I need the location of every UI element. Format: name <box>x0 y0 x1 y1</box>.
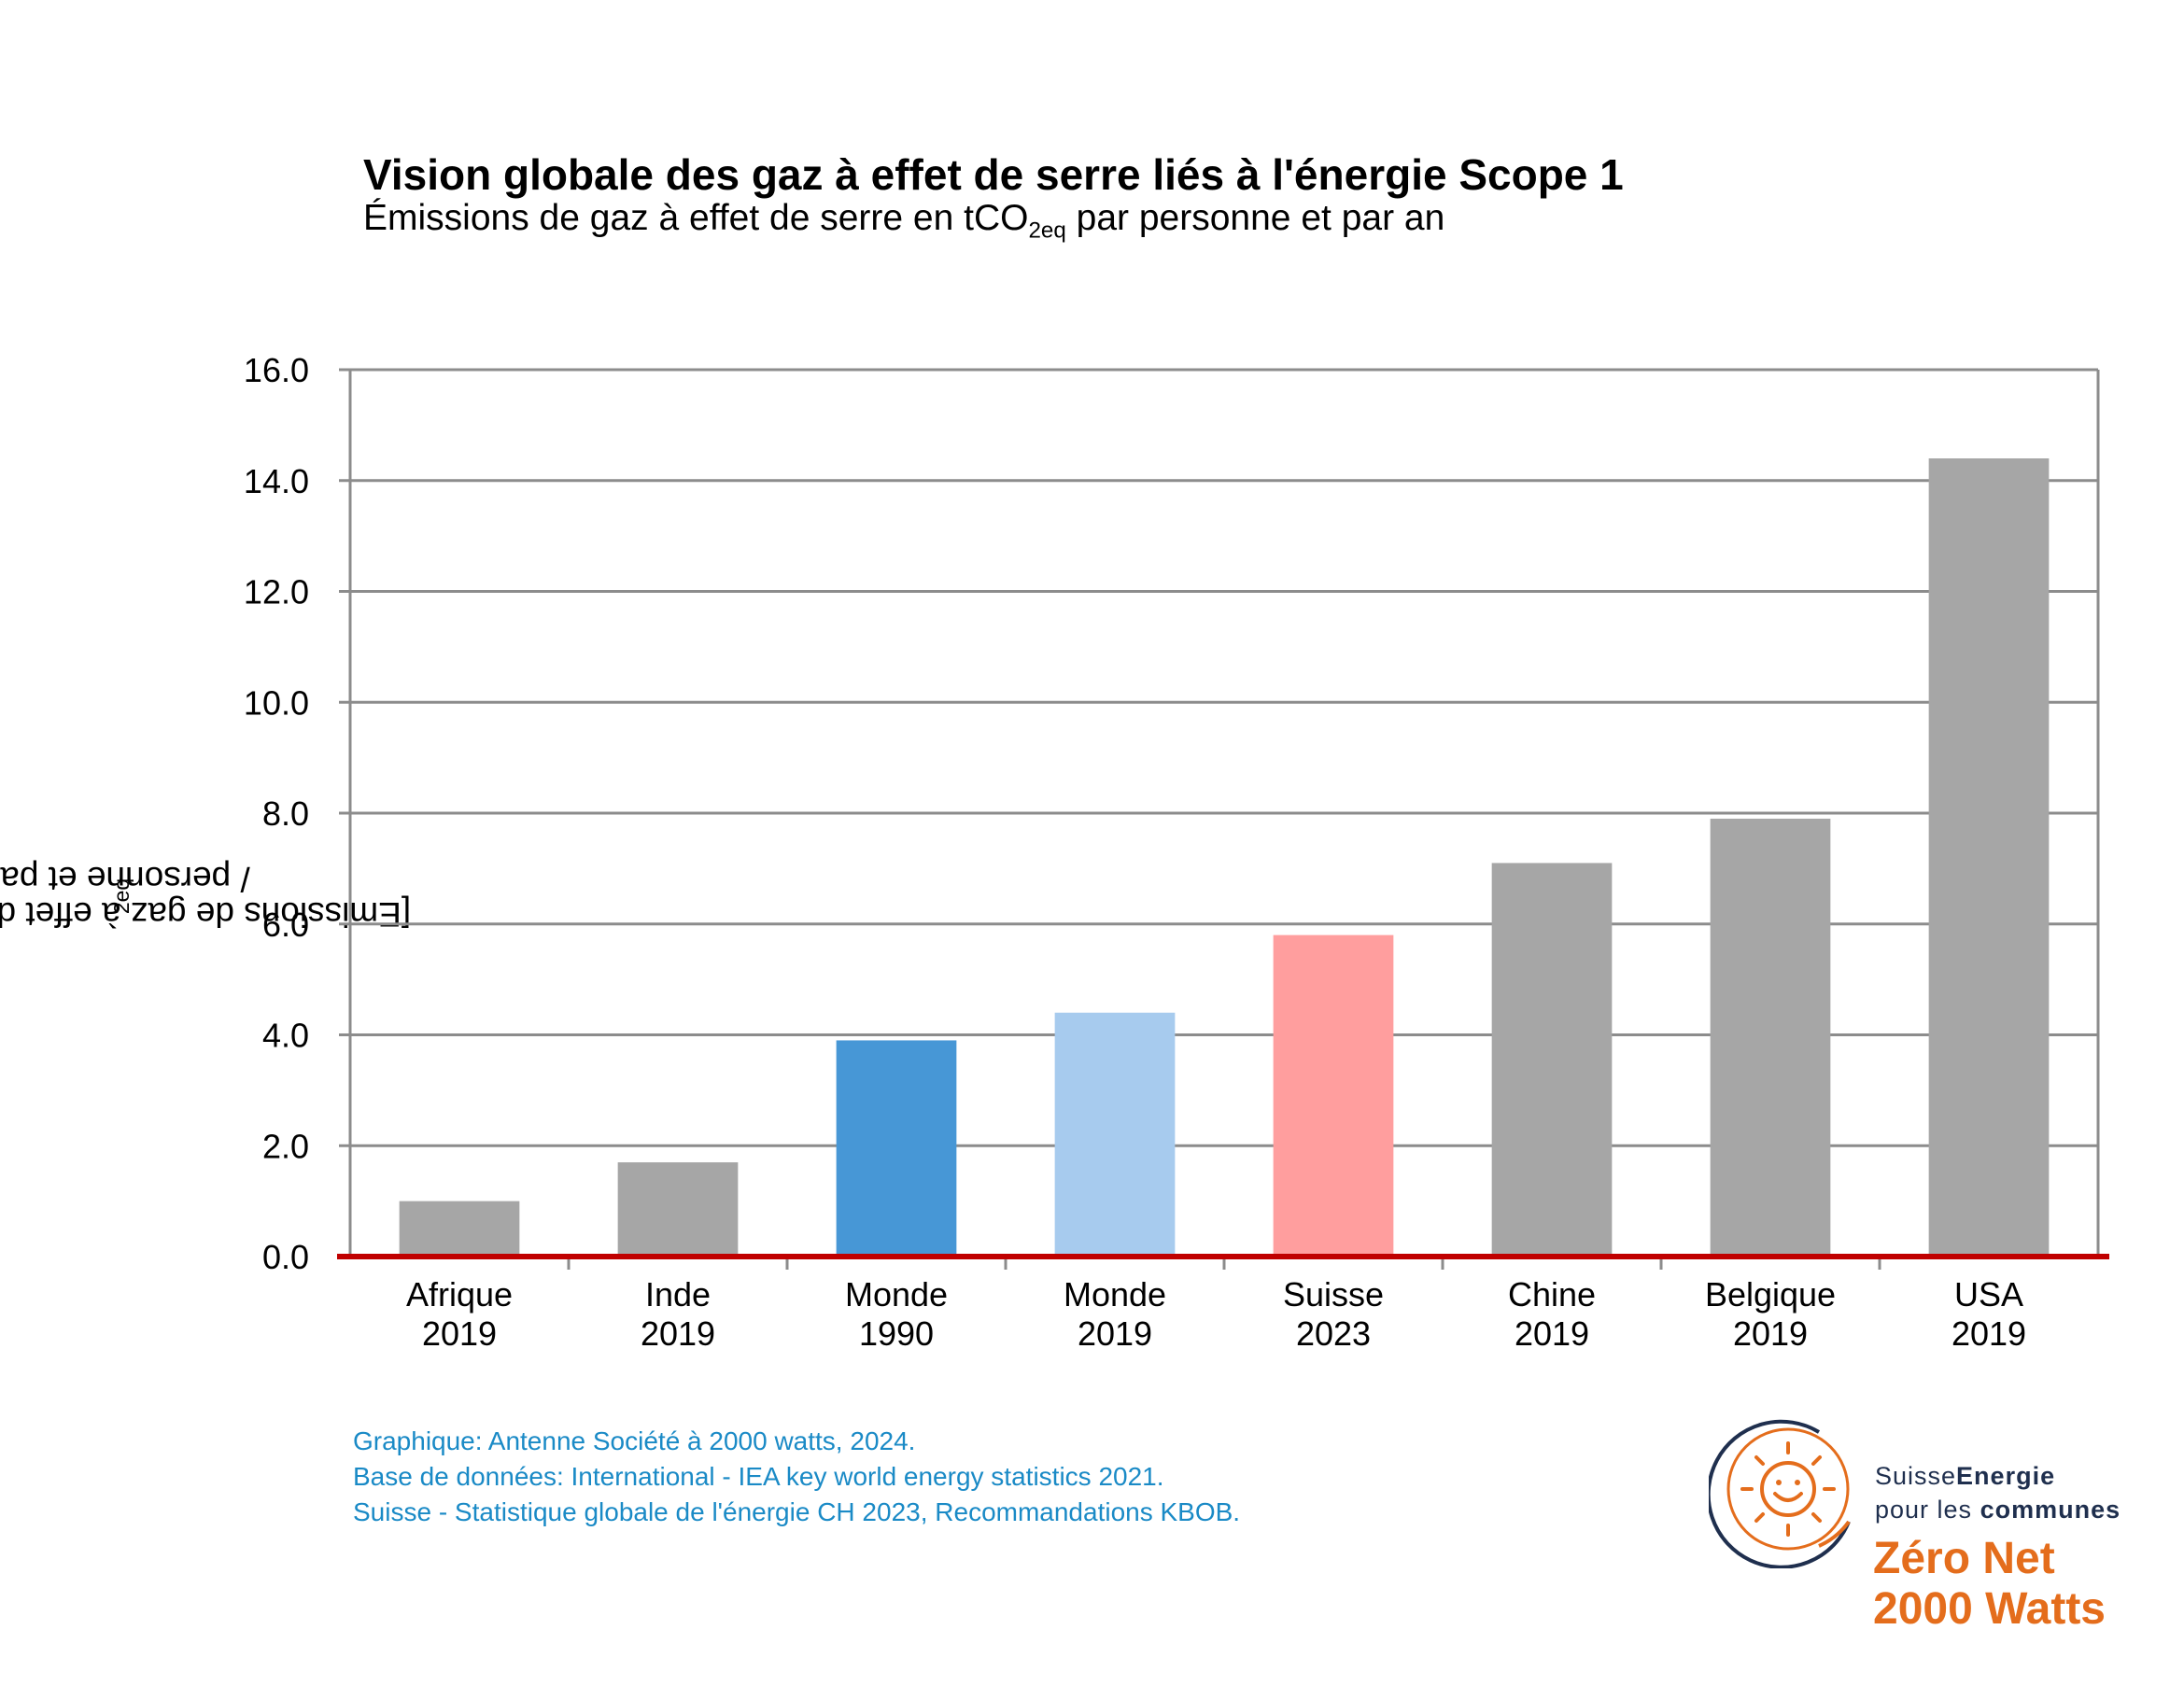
logo-org-name: SuisseEnergie <box>1875 1462 2056 1490</box>
x-tick-year-monde-2019: 2019 <box>1078 1314 1152 1353</box>
y-tick-label-12.0: 12.0 <box>244 573 309 611</box>
x-tick-label-monde-2019: Monde <box>1064 1275 1166 1314</box>
x-tick-label-suisse-2023: Suisse <box>1283 1275 1384 1314</box>
logo-program-line1: Zéro Net <box>1873 1534 2055 1583</box>
source-note: Graphique: Antenne Société à 2000 watts,… <box>353 1424 1240 1530</box>
x-tick-label-afrique-2019: Afrique <box>406 1275 513 1314</box>
x-tick-label-belgique-2019: Belgique <box>1705 1275 1836 1314</box>
bars <box>399 458 2050 1257</box>
x-tick-label-usa-2019: USA <box>1954 1275 2023 1314</box>
bar-chine-2019 <box>1491 863 1613 1257</box>
x-tick-year-monde-1990: 1990 <box>859 1314 934 1353</box>
bar-monde-2019 <box>1054 1012 1176 1257</box>
y-tick-label-6.0: 6.0 <box>262 906 309 944</box>
logo-zero-net-2000-watts: SuisseEnergie pour les communes Zéro Net… <box>1709 1410 2157 1643</box>
bar-suisse-2023 <box>1273 934 1394 1257</box>
bar-monde-1990 <box>836 1040 957 1257</box>
source-line-database: Base de données: International - IEA key… <box>353 1462 1164 1491</box>
logo-program-line2: 2000 Watts <box>1873 1584 2106 1634</box>
x-tick-year-suisse-2023: 2023 <box>1296 1314 1371 1353</box>
y-tick-label-10.0: 10.0 <box>244 683 309 722</box>
logo-org-subline: pour les communes <box>1875 1496 2121 1524</box>
x-tick-label-chine-2019: Chine <box>1508 1275 1596 1314</box>
x-tick-label-monde-1990: Monde <box>845 1275 948 1314</box>
y-tick-label-16.0: 16.0 <box>244 351 309 389</box>
x-tick-label-inde-2019: Inde <box>645 1275 711 1314</box>
x-tick-year-afrique-2019: 2019 <box>422 1314 497 1353</box>
source-line-suisse: Suisse - Statistique globale de l'énergi… <box>353 1497 1241 1526</box>
y-tick-label-4.0: 4.0 <box>262 1017 309 1055</box>
source-line-graphique: Graphique: Antenne Société à 2000 watts,… <box>353 1426 916 1455</box>
bar-belgique-2019 <box>1710 818 1831 1257</box>
chart-subtitle: Émissions de gaz à effet de serre en tCO… <box>363 198 1445 244</box>
x-tick-year-usa-2019: 2019 <box>1952 1314 2026 1353</box>
x-tick-year-chine-2019: 2019 <box>1515 1314 1589 1353</box>
bar-afrique-2019 <box>399 1201 520 1257</box>
labels: 0.02.04.06.08.010.012.014.016.0Afrique20… <box>244 351 2026 1353</box>
x-tick-year-belgique-2019: 2019 <box>1733 1314 1808 1353</box>
sun-smile-icon <box>1709 1419 1851 1568</box>
axes <box>337 368 2109 1270</box>
y-tick-label-14.0: 14.0 <box>244 462 309 500</box>
bar-inde-2019 <box>617 1162 739 1257</box>
bar-usa-2019 <box>1928 458 2050 1257</box>
chart-title: Vision globale des gaz à effet de serre … <box>363 150 1624 199</box>
y-tick-label-8.0: 8.0 <box>262 794 309 833</box>
y-tick-label-0.0: 0.0 <box>262 1238 309 1276</box>
grid-lines <box>350 368 2098 1147</box>
x-tick-year-inde-2019: 2019 <box>641 1314 715 1353</box>
y-tick-label-2.0: 2.0 <box>262 1127 309 1165</box>
